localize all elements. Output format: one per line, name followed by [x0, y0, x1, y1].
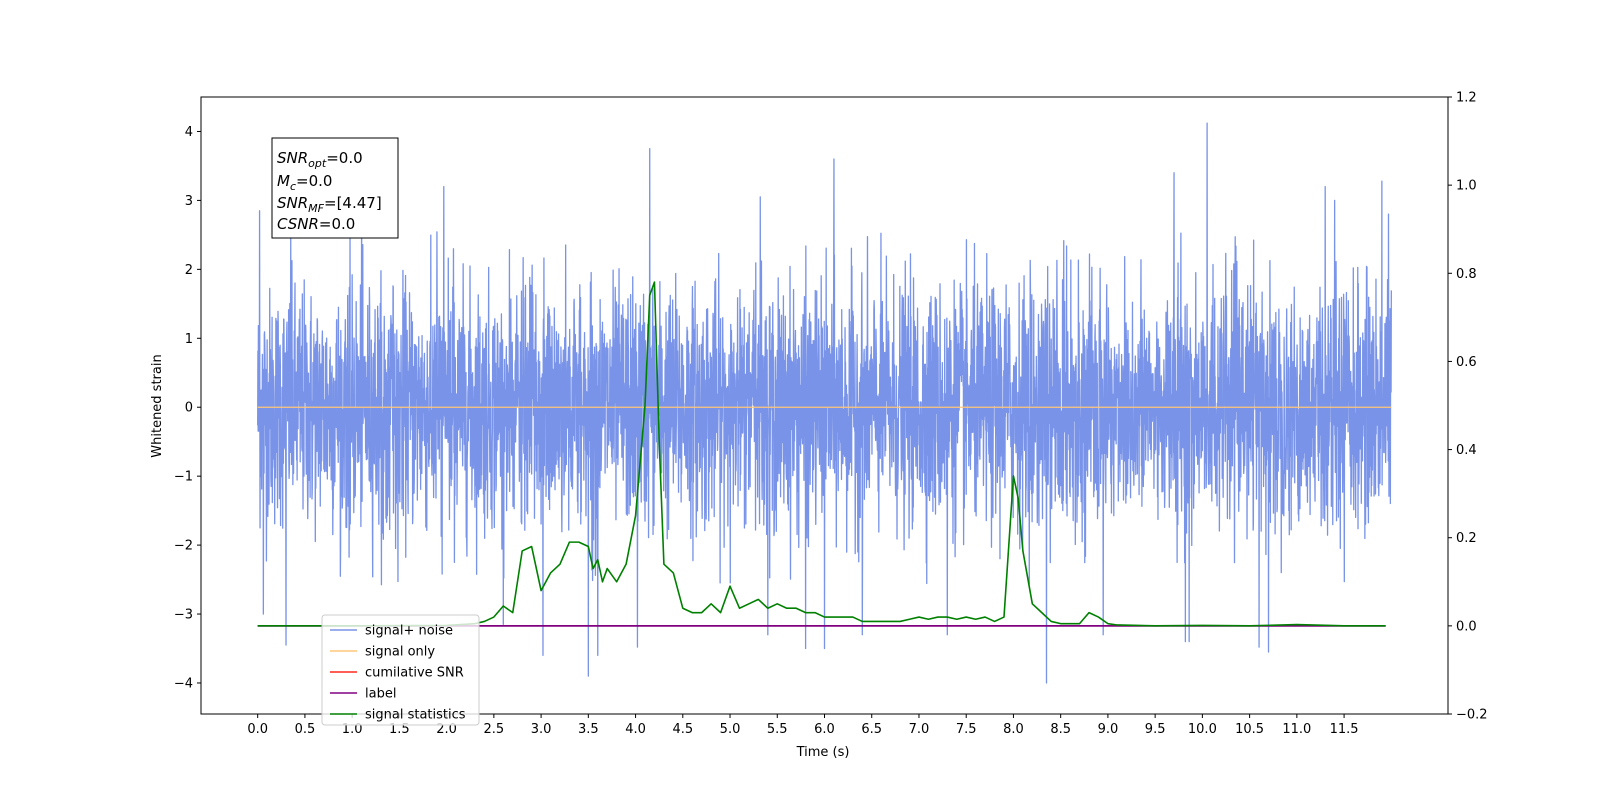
x-tick-label: 5.0 — [720, 722, 741, 737]
info-box: SNRopt=0.0 Mc=0.0 SNRMF=[4.47] CSNR=0.0 — [271, 137, 399, 239]
x-tick-label: 4.5 — [672, 722, 693, 737]
x-axis-label: Time (s) — [796, 745, 850, 760]
y-tick-label: −3 — [174, 608, 193, 623]
y-tick-label: −1 — [174, 470, 193, 485]
x-tick-label: 0.5 — [295, 722, 316, 737]
x-tick-label: 5.5 — [767, 722, 788, 737]
signal-noise-line — [257, 122, 1392, 684]
info-box-frame — [271, 137, 399, 239]
x-tick-label: 7.0 — [909, 722, 930, 737]
x-tick-label: 1.0 — [342, 722, 363, 737]
legend-label: cumilative SNR — [365, 666, 464, 681]
signal-statistics-series — [257, 281, 1386, 627]
y-tick-label: 3 — [185, 194, 193, 209]
y2-tick-label: −0.2 — [1456, 708, 1488, 723]
x-tick-label: 6.5 — [861, 722, 882, 737]
x-tick-label: 8.5 — [1050, 722, 1071, 737]
y2-tick-label: 0.8 — [1456, 267, 1477, 282]
y-tick-label: 1 — [185, 332, 193, 347]
y2-tick-label: 0.6 — [1456, 355, 1477, 370]
legend-label: signal+ noise — [365, 624, 453, 639]
x-tick-label: 10.5 — [1235, 722, 1264, 737]
info-mc: Mc=0.0 — [277, 172, 332, 193]
legend-label: signal statistics — [365, 708, 466, 723]
y2-tick-label: 1.2 — [1456, 91, 1477, 106]
info-snr-mf: SNRMF=[4.47] — [277, 194, 382, 215]
signal-noise-series — [257, 122, 1392, 684]
y-tick-label: 0 — [185, 401, 193, 416]
x-tick-label: 6.0 — [814, 722, 835, 737]
x-tick-label: 7.5 — [956, 722, 977, 737]
x-tick-label: 10.0 — [1188, 722, 1217, 737]
x-tick-label: 3.0 — [531, 722, 552, 737]
legend-label: label — [365, 687, 396, 702]
x-tick-label: 2.5 — [484, 722, 505, 737]
y-tick-label: 4 — [185, 125, 193, 140]
info-csnr: CSNR=0.0 — [277, 215, 355, 233]
x-tick-label: 11.5 — [1330, 722, 1359, 737]
y-axis-ticks: −4 −3 −2 −1 0 1 2 3 4 — [174, 125, 201, 691]
x-tick-label: 0.0 — [247, 722, 268, 737]
y2-axis-ticks: −0.2 0.0 0.2 0.4 0.6 0.8 1.0 1.2 — [1448, 91, 1488, 723]
x-tick-label: 4.0 — [625, 722, 646, 737]
y2-tick-label: 1.0 — [1456, 179, 1477, 194]
info-snr-opt: SNRopt=0.0 — [277, 149, 363, 170]
y-tick-label: −2 — [174, 539, 193, 554]
x-tick-label: 9.0 — [1098, 722, 1119, 737]
y-tick-label: 2 — [185, 263, 193, 278]
y-tick-label: −4 — [174, 676, 193, 691]
x-tick-label: 1.5 — [389, 722, 410, 737]
y2-tick-label: 0.0 — [1456, 619, 1477, 634]
signal-statistics-line — [257, 281, 1386, 627]
legend-frame — [321, 614, 480, 726]
x-tick-label: 9.5 — [1145, 722, 1166, 737]
x-tick-label: 11.0 — [1282, 722, 1311, 737]
y2-tick-label: 0.4 — [1456, 443, 1477, 458]
legend-label: signal only — [365, 645, 435, 660]
y-axis-label: Whitened strain — [150, 354, 165, 457]
y2-tick-label: 0.2 — [1456, 531, 1477, 546]
x-tick-label: 2.0 — [436, 722, 457, 737]
x-tick-label: 8.0 — [1003, 722, 1024, 737]
x-tick-label: 3.5 — [578, 722, 599, 737]
legend: signal+ noise signal only cumilative SNR la… — [321, 614, 480, 726]
x-axis-ticks: 0.0 0.5 1.0 1.5 2.0 2.5 3.0 3.5 4.0 4.5 5.0 5.5 6.0 6… — [247, 714, 1359, 737]
